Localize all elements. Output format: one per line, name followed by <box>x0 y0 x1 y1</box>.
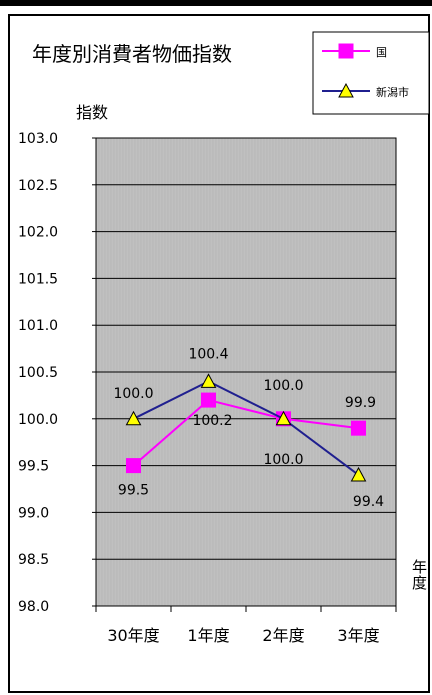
x-axis-title-char: 年 <box>412 558 427 576</box>
series-layer <box>125 373 367 482</box>
top-border-bar <box>0 0 432 6</box>
series-marker <box>126 458 141 474</box>
data-labels: 99.5 100.2 100.0 99.9 100.0 100.4 100.0 99.4 <box>113 346 384 510</box>
x-tick-label: 30年度 <box>107 626 159 645</box>
x-tick-label: 2年度 <box>262 626 304 645</box>
y-tick-label: 103.0 <box>18 131 58 147</box>
series-marker <box>200 373 217 388</box>
series-line <box>133 380 360 476</box>
series-marker <box>201 392 216 408</box>
data-label: 99.4 <box>353 494 384 510</box>
series-marker <box>125 410 142 426</box>
legend-box <box>312 31 430 115</box>
y-tick-label: 100.5 <box>18 365 58 381</box>
y-tick-label: 98.5 <box>18 552 49 568</box>
legend-label: 国 <box>376 46 387 59</box>
legend-label: 新潟市 <box>376 85 409 99</box>
series-line <box>132 398 359 467</box>
data-label: 99.5 <box>118 483 149 499</box>
y-tick-label: 98.0 <box>18 599 49 615</box>
data-label: 100.0 <box>113 386 153 402</box>
data-label: 100.0 <box>263 378 303 394</box>
series-marker <box>351 420 366 436</box>
data-label: 99.9 <box>345 395 376 411</box>
y-tick-label: 101.0 <box>18 318 58 334</box>
x-tick-label: 1年度 <box>187 626 229 645</box>
y-tick-label: 101.5 <box>18 271 58 287</box>
data-label: 100.4 <box>188 346 228 362</box>
y-tick-label: 99.5 <box>18 459 49 475</box>
legend-marker <box>338 82 354 98</box>
data-label: 100.0 <box>263 452 303 468</box>
y-axis-title: 指数 <box>76 103 108 122</box>
y-tick-label: 99.0 <box>18 505 49 521</box>
series-marker <box>275 410 292 426</box>
x-axis-title: 年度 <box>412 558 427 592</box>
x-axis-title-char: 度 <box>412 574 427 592</box>
series-marker <box>350 466 367 482</box>
plot-area: 98.0 98.5 99.0 99.5 100.0 100.5 101.0 101.5 102.… <box>18 131 397 645</box>
legend-marker <box>338 43 354 59</box>
y-tick-label: 102.0 <box>18 225 58 241</box>
y-tick-label: 102.5 <box>18 178 58 194</box>
y-tick-label: 100.0 <box>18 412 58 428</box>
chart-title: 年度別消費者物価指数 <box>32 42 232 66</box>
data-label: 100.2 <box>192 413 232 429</box>
x-tick-label: 3年度 <box>337 626 379 645</box>
